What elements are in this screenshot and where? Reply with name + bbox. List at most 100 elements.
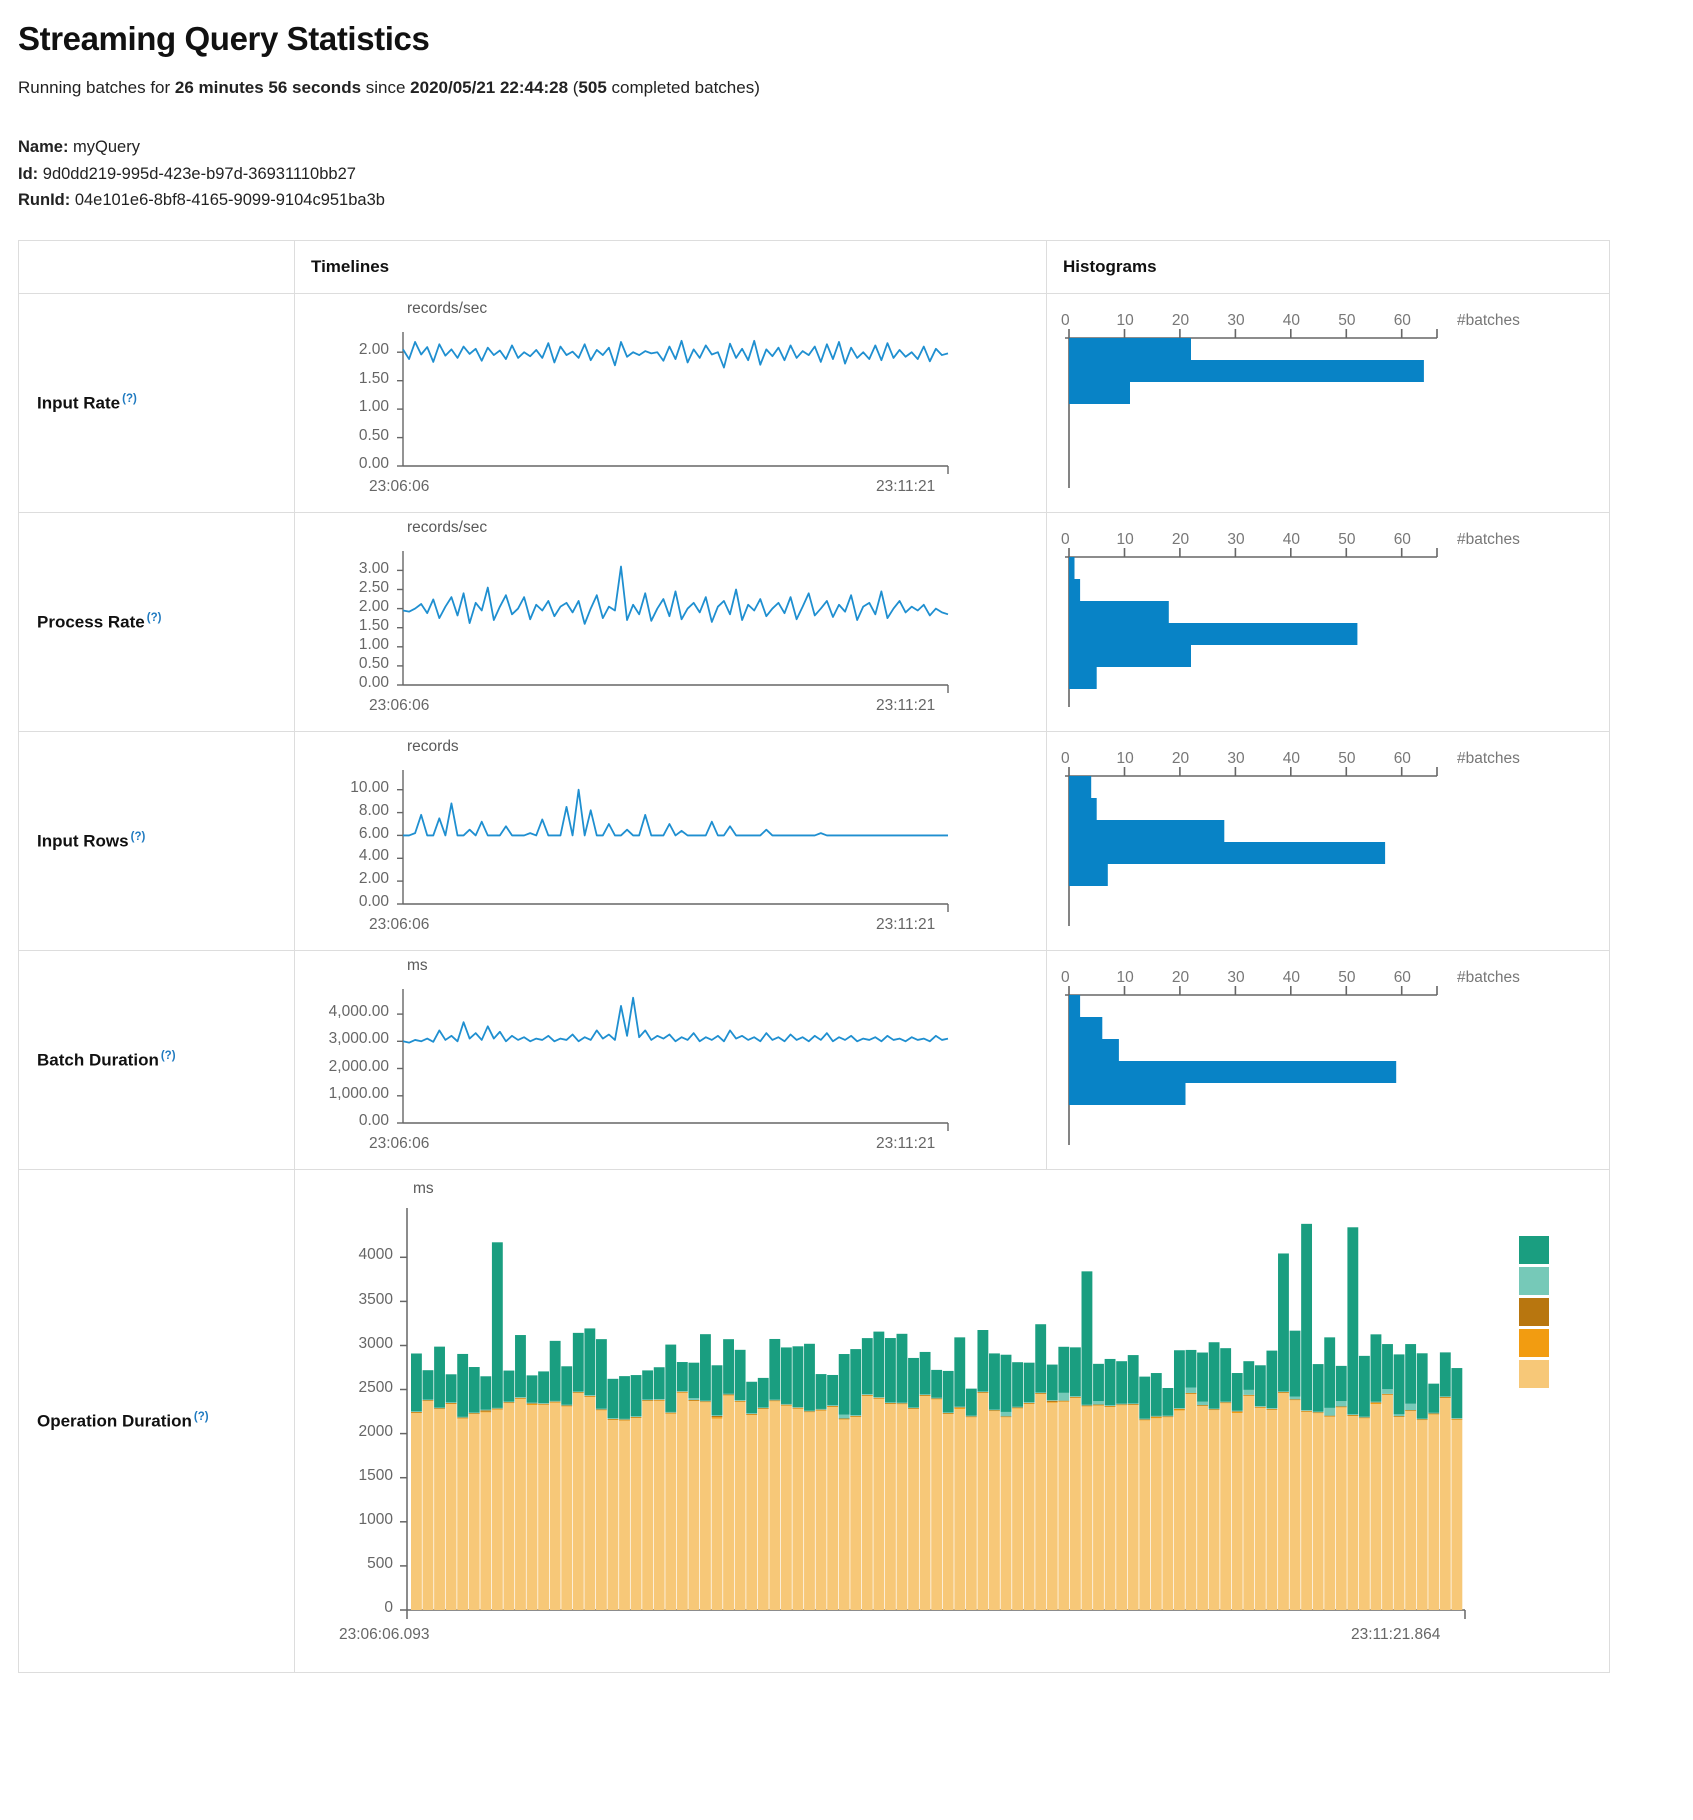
op-duration-bar-segment xyxy=(503,1402,515,1403)
help-icon[interactable]: (?) xyxy=(193,1410,209,1423)
op-duration-bar-segment xyxy=(1266,1409,1278,1410)
op-duration-bar-segment xyxy=(595,1408,607,1410)
op-duration-bar-segment xyxy=(1335,1407,1347,1611)
op-duration-bar-segment xyxy=(457,1418,469,1611)
op-duration-bar-segment xyxy=(653,1399,665,1400)
op-duration-bar-segment xyxy=(1000,1412,1012,1417)
op-duration-bar-segment xyxy=(1278,1392,1289,1611)
op-duration-bar-segment xyxy=(746,1414,758,1415)
histogram-xtick: 0 xyxy=(1061,969,1070,987)
op-duration-bar-segment xyxy=(850,1349,862,1416)
op-duration-bar-segment xyxy=(1208,1408,1220,1410)
histogram-xtick: 30 xyxy=(1227,969,1245,987)
histogram-xtick: 10 xyxy=(1116,750,1134,768)
op-duration-bar-segment xyxy=(954,1407,966,1410)
op-duration-bar-segment xyxy=(1393,1416,1405,1417)
query-id-row: Id: 9d0dd219-995d-423e-b97d-36931110bb27 xyxy=(18,161,1675,188)
histogram-bar xyxy=(1069,579,1081,602)
help-icon[interactable]: (?) xyxy=(122,392,137,405)
op-duration-bar-segment xyxy=(515,1397,526,1399)
op-duration-bar-segment xyxy=(1254,1406,1266,1407)
op-duration-bar-segment xyxy=(584,1395,596,1397)
op-duration-bar-segment xyxy=(931,1370,943,1398)
help-icon[interactable]: (?) xyxy=(130,830,146,843)
histogram-xtick: 60 xyxy=(1393,312,1411,330)
op-duration-bar-segment xyxy=(1347,1415,1359,1416)
op-duration-bar-segment xyxy=(838,1414,850,1419)
op-duration-bar-segment xyxy=(1335,1401,1347,1407)
timeline-chart: records/sec 2.00 1.50 1.00 0.50 0.00 23:06:0… xyxy=(295,294,1046,512)
op-duration-bar-segment xyxy=(630,1416,642,1418)
histogram-unit-label: #batches xyxy=(1457,531,1520,549)
op-duration-bar-segment xyxy=(815,1410,827,1611)
timeline-ytick: 8.00 xyxy=(358,801,389,819)
op-duration-bar-segment xyxy=(1150,1417,1162,1419)
running-prefix: Running batches for xyxy=(18,78,175,97)
op-duration-bar-segment xyxy=(989,1353,1000,1410)
op-duration-bar-segment xyxy=(1416,1419,1428,1611)
legend-swatch-4[interactable] xyxy=(1519,1360,1549,1389)
histogram-unit-label: #batches xyxy=(1457,969,1520,987)
op-duration-bar-segment xyxy=(688,1362,700,1399)
op-duration-bar-segment xyxy=(1162,1415,1174,1417)
histogram-plot xyxy=(1065,329,1438,489)
op-duration-bar-segment xyxy=(838,1419,850,1611)
op-duration-bar-segment xyxy=(665,1344,677,1413)
row-label-input-rate: Input Rate (?) xyxy=(18,293,295,514)
op-duration-bar-segment xyxy=(434,1408,445,1611)
op-duration-bar-segment xyxy=(1324,1337,1336,1409)
op-duration-bar-segment xyxy=(1405,1344,1417,1404)
help-icon[interactable]: (?) xyxy=(146,611,162,624)
timeline-plot xyxy=(397,332,949,475)
op-duration-bar-segment xyxy=(688,1400,700,1611)
op-duration-bar-segment xyxy=(700,1402,711,1611)
op-duration-bar-segment xyxy=(1405,1410,1417,1611)
histogram-plot xyxy=(1065,986,1438,1146)
legend-swatch-0[interactable] xyxy=(1519,1236,1549,1265)
op-duration-bar-segment xyxy=(422,1370,434,1400)
op-duration-bar-segment xyxy=(676,1362,688,1392)
op-duration-bar-segment xyxy=(480,1409,492,1411)
op-duration-bar-segment xyxy=(1393,1414,1405,1417)
op-duration-bar-segment xyxy=(977,1392,989,1611)
histogram-unit-label: #batches xyxy=(1457,750,1520,768)
legend-swatch-3[interactable] xyxy=(1519,1329,1549,1358)
op-duration-bar-segment xyxy=(1278,1253,1289,1392)
op-duration-bar-segment xyxy=(1451,1368,1463,1419)
help-icon[interactable]: (?) xyxy=(160,1049,176,1062)
query-runid-row: RunId: 04e101e6-8bf8-4165-9099-9104c951b… xyxy=(18,187,1675,214)
table-row: Input Rate (?) records/sec 2.00 1.50 1.00 0.… xyxy=(18,293,1610,514)
op-duration-bar-segment xyxy=(572,1392,584,1611)
op-duration-bar-segment xyxy=(1139,1419,1151,1421)
timeline-ytick: 0.00 xyxy=(358,1112,389,1130)
histogram-bar xyxy=(1069,557,1075,580)
op-duration-bar-segment xyxy=(584,1396,596,1397)
op-duration-bar-segment xyxy=(815,1409,827,1411)
op-duration-bar-segment xyxy=(700,1401,711,1403)
timeline-unit-label: records xyxy=(407,738,459,756)
timeline-ytick: 10.00 xyxy=(350,778,389,796)
histogram-xtick: 40 xyxy=(1282,969,1301,987)
op-duration-bar-segment xyxy=(1289,1396,1301,1400)
op-duration-bar-segment xyxy=(919,1395,931,1611)
op-duration-bar-segment xyxy=(942,1412,954,1414)
legend-swatch-1[interactable] xyxy=(1519,1267,1549,1296)
timeline-ytick: 0.00 xyxy=(358,674,389,692)
op-duration-legend xyxy=(1519,1236,1549,1391)
timeline-ytick: 1.50 xyxy=(358,616,389,634)
op-duration-bar-segment xyxy=(1046,1400,1058,1401)
op-duration-bar-segment xyxy=(861,1395,873,1396)
op-duration-bar-segment xyxy=(746,1413,758,1415)
op-duration-bar-segment xyxy=(1324,1408,1336,1416)
op-duration-bar-segment xyxy=(1173,1408,1185,1409)
op-duration-bar-segment xyxy=(1035,1393,1047,1611)
op-duration-bar-segment xyxy=(549,1402,561,1611)
timeline-x-start: 23:06:06 xyxy=(369,478,430,496)
row-label-batch-duration: Batch Duration (?) xyxy=(18,950,295,1171)
op-duration-bar-segment xyxy=(653,1400,665,1611)
op-duration-bar-segment xyxy=(1254,1365,1266,1407)
histogram-xtick: 40 xyxy=(1282,750,1301,768)
op-duration-bar-segment xyxy=(1289,1330,1301,1397)
legend-swatch-2[interactable] xyxy=(1519,1298,1549,1327)
op-duration-bar-segment xyxy=(1058,1346,1070,1394)
